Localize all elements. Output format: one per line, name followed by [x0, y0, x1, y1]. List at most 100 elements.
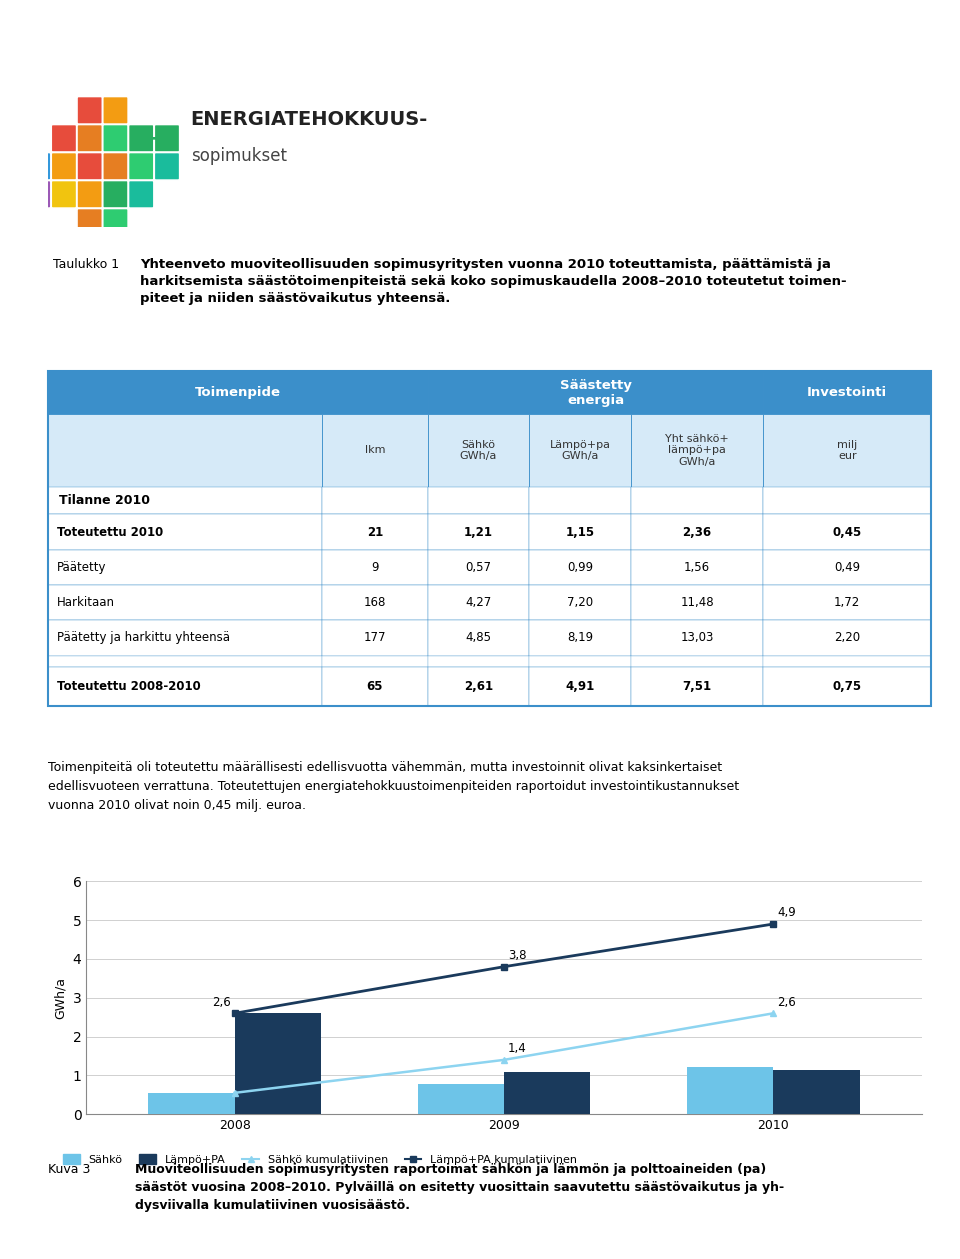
FancyBboxPatch shape [26, 180, 51, 208]
Bar [504, 1071, 590, 1114]
Bar [774, 1070, 859, 1114]
Bar [234, 1013, 321, 1114]
Bar [48, 550, 322, 585]
FancyBboxPatch shape [51, 152, 77, 180]
Bar [529, 515, 631, 550]
Bar [48, 414, 322, 486]
Bar [763, 621, 931, 656]
Bar [48, 371, 931, 706]
Y-axis label: GWh/a: GWh/a [54, 977, 67, 1019]
Text: 1,56: 1,56 [684, 560, 710, 574]
Text: lkm: lkm [365, 446, 385, 456]
Text: Säästetty
energia: Säästetty energia [560, 379, 632, 407]
FancyBboxPatch shape [77, 97, 103, 125]
Text: 65: 65 [367, 680, 383, 692]
Bar [763, 414, 931, 486]
Text: Sähkö
GWh/a: Sähkö GWh/a [460, 439, 497, 461]
Text: 7,51: 7,51 [683, 680, 711, 692]
Text: 3,8: 3,8 [508, 949, 527, 962]
Bar [48, 621, 322, 656]
Bar [529, 414, 631, 486]
Text: Yhteenveto muoviteollisuuden sopimusyritysten vuonna 2010 toteuttamista, päättäm: Yhteenveto muoviteollisuuden sopimusyrit… [140, 258, 847, 305]
Bar [322, 621, 428, 656]
Bar [322, 515, 428, 550]
Bar [763, 515, 931, 550]
Text: Toteutettu 2008-2010: Toteutettu 2008-2010 [57, 680, 201, 692]
Text: Toimenpide: Toimenpide [195, 387, 281, 399]
Text: 0,57: 0,57 [466, 560, 492, 574]
Bar [428, 621, 529, 656]
Bar [529, 585, 631, 621]
Bar [763, 486, 931, 515]
FancyBboxPatch shape [129, 125, 154, 152]
Bar [763, 550, 931, 585]
Text: Tilanne 2010: Tilanne 2010 [59, 494, 150, 507]
FancyBboxPatch shape [26, 152, 51, 180]
Text: milj
eur: milj eur [837, 439, 857, 461]
Text: 1,21: 1,21 [464, 525, 493, 539]
Text: Toteutettu 2010: Toteutettu 2010 [57, 525, 163, 539]
Text: ENERGIATEHOKKUUS-: ENERGIATEHOKKUUS- [191, 111, 428, 130]
Text: 2,61: 2,61 [464, 680, 493, 692]
Bar [763, 585, 931, 621]
Bar [322, 585, 428, 621]
Text: Harkitaan: Harkitaan [57, 596, 115, 609]
Text: 7,20: 7,20 [567, 596, 593, 609]
Text: 177: 177 [364, 631, 386, 645]
Bar [48, 656, 322, 667]
Bar [763, 371, 931, 414]
Text: 2,20: 2,20 [834, 631, 860, 645]
FancyBboxPatch shape [103, 125, 129, 152]
Bar [631, 414, 763, 486]
FancyBboxPatch shape [77, 180, 103, 208]
FancyBboxPatch shape [51, 125, 77, 152]
Bar [322, 486, 428, 515]
Bar [631, 585, 763, 621]
Text: Muoviteollisuuden sopimusyritysten raportoimat sähkön ja lämmön ja polttoaineide: Muoviteollisuuden sopimusyritysten rapor… [135, 1163, 784, 1211]
FancyBboxPatch shape [103, 209, 129, 237]
Text: Toimenpiteitä oli toteutettu määrällisesti edellisvuotta vähemmän, mutta investo: Toimenpiteitä oli toteutettu määrällises… [48, 760, 739, 812]
Text: 4,9: 4,9 [778, 906, 796, 919]
FancyBboxPatch shape [77, 209, 103, 237]
Legend: Sähkö, Lämpö+PA, Sähkö kumulatiivinen, Lämpö+PA kumulatiivinen: Sähkö, Lämpö+PA, Sähkö kumulatiivinen, L… [59, 1149, 582, 1170]
Text: 2,6: 2,6 [212, 996, 230, 1008]
FancyBboxPatch shape [103, 97, 129, 125]
Bar [428, 585, 529, 621]
Text: +: + [149, 130, 168, 150]
Bar [48, 371, 428, 414]
Bar [687, 1068, 774, 1114]
Bar [322, 550, 428, 585]
Bar [763, 667, 931, 706]
Bar [428, 550, 529, 585]
Text: 1,72: 1,72 [834, 596, 860, 609]
Bar [631, 515, 763, 550]
Bar [529, 656, 631, 667]
FancyBboxPatch shape [103, 180, 129, 208]
FancyBboxPatch shape [129, 152, 154, 180]
Text: Lämpö+pa
GWh/a: Lämpö+pa GWh/a [550, 439, 611, 461]
Text: Päätetty: Päätetty [57, 560, 107, 574]
FancyBboxPatch shape [77, 152, 103, 180]
Bar [763, 656, 931, 667]
Text: 21: 21 [367, 525, 383, 539]
Text: 9: 9 [371, 560, 378, 574]
Bar [428, 414, 529, 486]
Bar [631, 656, 763, 667]
Text: 1,15: 1,15 [565, 525, 594, 539]
Text: 4,27: 4,27 [466, 596, 492, 609]
Text: 13,03: 13,03 [681, 631, 714, 645]
Bar [48, 486, 322, 515]
Bar [48, 515, 322, 550]
Text: 0,99: 0,99 [567, 560, 593, 574]
Text: Yht sähkö+
lämpö+pa
GWh/a: Yht sähkö+ lämpö+pa GWh/a [665, 434, 729, 467]
Text: 2,6: 2,6 [778, 996, 796, 1008]
Text: 0,49: 0,49 [834, 560, 860, 574]
Bar [428, 667, 529, 706]
FancyBboxPatch shape [77, 125, 103, 152]
FancyBboxPatch shape [51, 180, 77, 208]
Text: 0,45: 0,45 [832, 525, 862, 539]
Text: Investointi: Investointi [807, 387, 887, 399]
Bar [428, 371, 763, 414]
FancyBboxPatch shape [103, 152, 129, 180]
Bar [529, 486, 631, 515]
